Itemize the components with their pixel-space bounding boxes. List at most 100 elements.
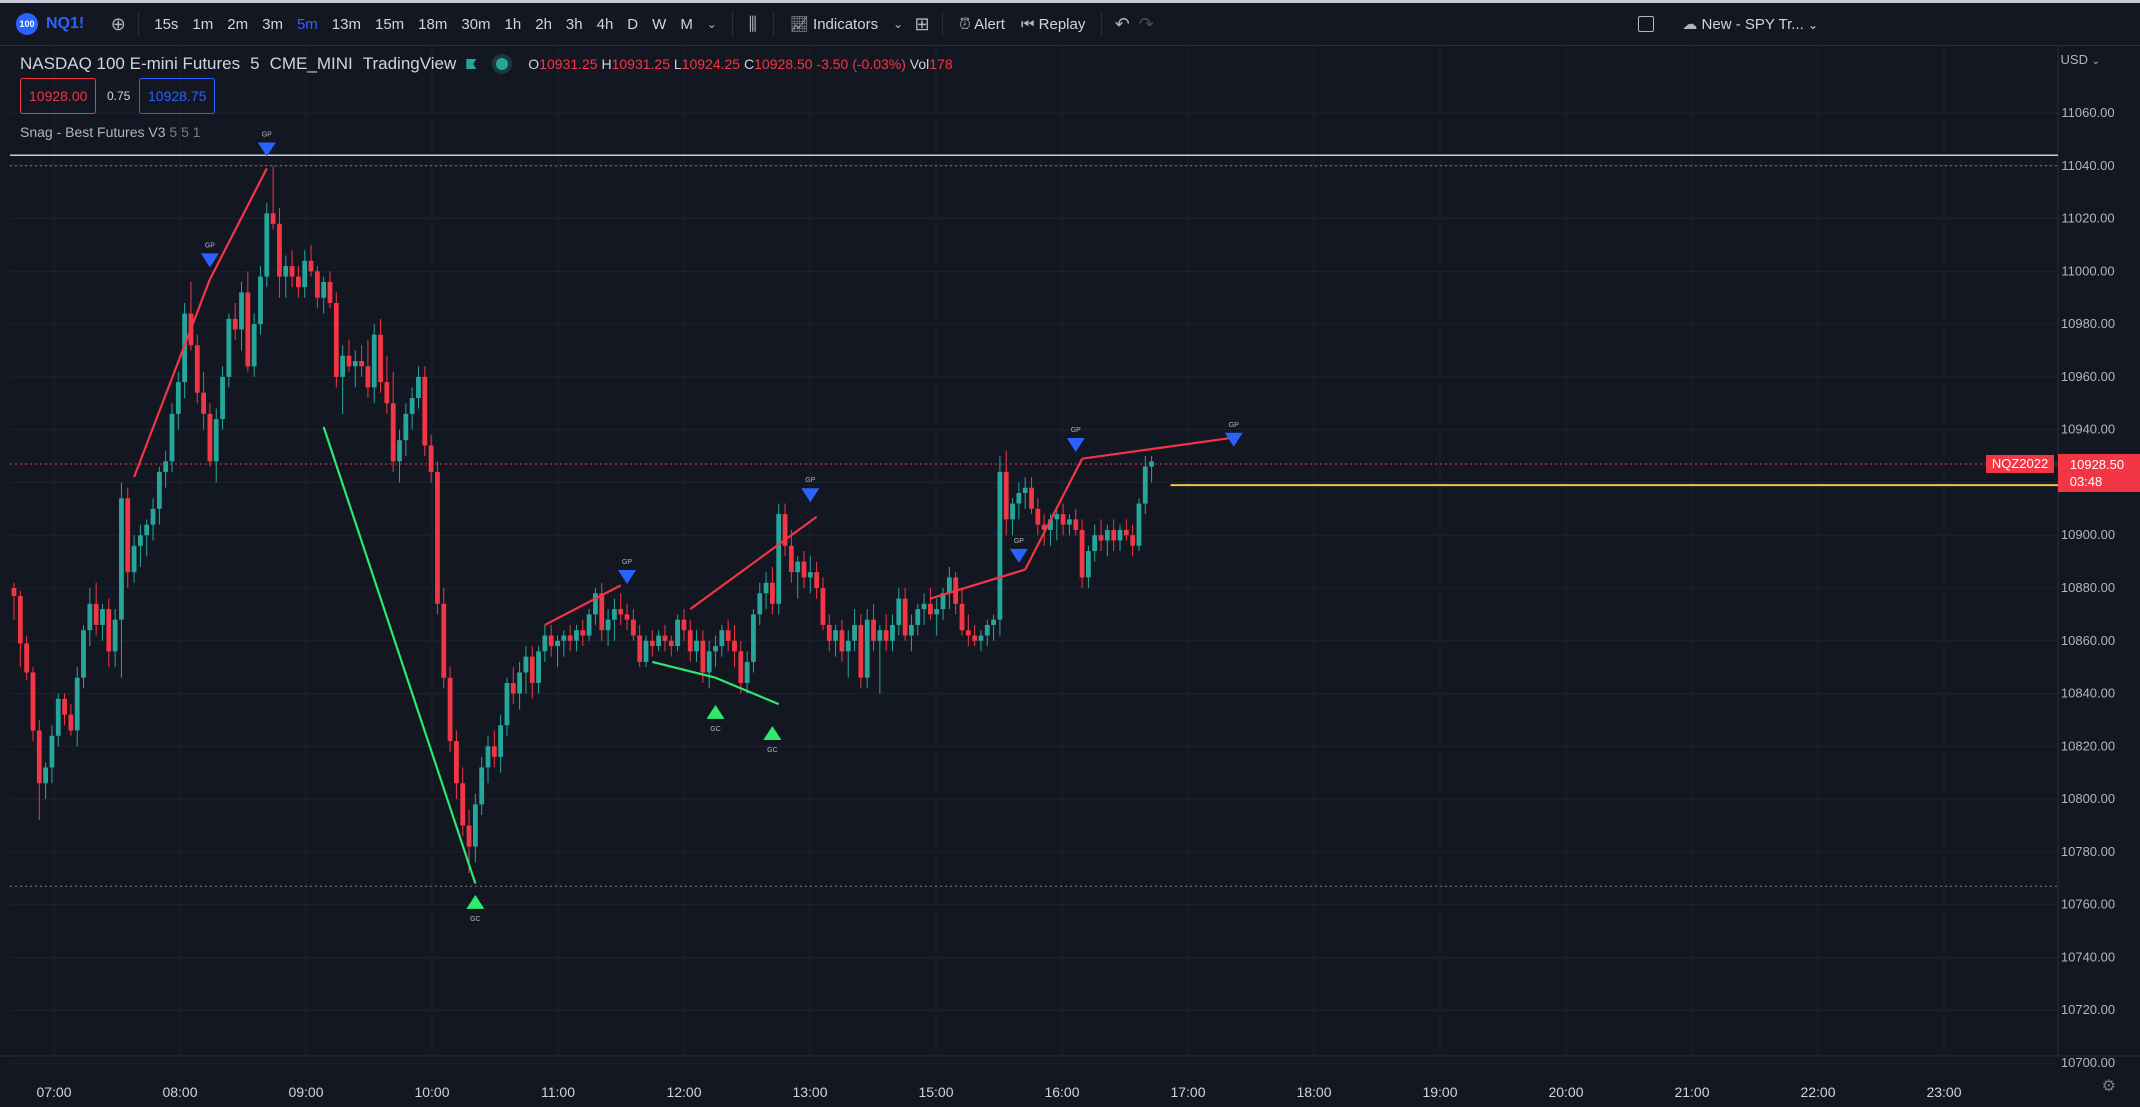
candle-body: [454, 741, 459, 784]
candle-body: [131, 545, 137, 573]
candle-body: [902, 598, 908, 636]
indicator-legend[interactable]: Snag - Best Futures V3 5 5 1: [20, 124, 201, 140]
interval-15m[interactable]: 15m: [374, 15, 405, 33]
candle-body: [940, 593, 946, 610]
market-status-icon[interactable]: [496, 58, 509, 70]
trend-line: [208, 167, 268, 280]
candle-body: [226, 318, 232, 377]
candle-body: [232, 318, 238, 330]
candle-body: [820, 588, 826, 625]
flag-icon[interactable]: [466, 59, 477, 69]
replay-button[interactable]: ⏮ Replay: [1013, 16, 1093, 33]
settings-gear-icon[interactable]: ⚙: [2101, 1078, 2116, 1095]
candle-body: [915, 609, 921, 625]
chart-area[interactable]: GP GP GC GP GC GC GP GP GP GP 11060.00 11040.00 110…: [0, 46, 2140, 1102]
candle-body: [397, 440, 402, 462]
trend-line: [930, 568, 1026, 600]
chevron-down-icon: ⌄: [2091, 56, 2100, 67]
interval-1h[interactable]: 1h: [504, 15, 522, 33]
currency-selector[interactable]: USD ⌄: [2061, 52, 2100, 67]
trend-line: [689, 515, 818, 610]
buy-price-button[interactable]: 10928.75: [139, 78, 216, 114]
alert-button[interactable]: ⏰︎ Alert: [951, 16, 1013, 33]
interval-13m[interactable]: 13m: [331, 15, 361, 33]
candle-body: [245, 292, 251, 367]
candle-body: [1149, 461, 1154, 467]
interval-3h[interactable]: 3h: [565, 15, 583, 33]
interval-15s[interactable]: 15s: [154, 15, 179, 33]
symbol-search[interactable]: 100 NQ1!: [16, 13, 84, 35]
candle-body: [826, 624, 832, 641]
candle-body: [277, 223, 282, 277]
interval-3m[interactable]: 3m: [262, 15, 283, 33]
candle-body: [1098, 535, 1104, 541]
candle-body: [371, 334, 377, 388]
symbol-ticker[interactable]: NQ1!: [46, 15, 85, 32]
sell-signal-icon: [801, 488, 820, 503]
time-tick-label: 08:00: [162, 1084, 197, 1100]
interval-2m[interactable]: 2m: [227, 15, 249, 33]
interval-5m[interactable]: 5m: [296, 15, 318, 33]
indicator-params: 5 5 1: [169, 124, 201, 140]
redo-icon[interactable]: ↷: [1138, 13, 1154, 34]
candle-body: [441, 603, 447, 678]
sell-signal-label: GP: [205, 242, 215, 249]
candle-body: [656, 635, 662, 647]
time-tick-label: 10:00: [414, 1084, 449, 1100]
interval-1m[interactable]: 1m: [192, 15, 214, 33]
currency-label: USD: [2060, 52, 2088, 67]
candle-body: [1035, 508, 1041, 525]
layout-menu[interactable]: ☁ New - SPY Tr... ⌄: [1674, 15, 1826, 33]
candle-body: [435, 471, 440, 604]
candle-body: [378, 334, 383, 383]
candle-body: [1136, 503, 1142, 546]
interval-M[interactable]: M: [680, 15, 693, 33]
layouts-grid-icon[interactable]: ⊞: [914, 13, 930, 34]
sell-signal-icon: [1009, 548, 1028, 563]
time-tick-label: 11:00: [541, 1084, 575, 1100]
price-tick-label: 10820.00: [2061, 738, 2115, 753]
chart-type-icon[interactable]: ⫼: [748, 13, 757, 34]
interval-dropdown-icon[interactable]: ⌄: [706, 17, 717, 31]
indicators-label: Indicators: [813, 16, 879, 33]
add-symbol-icon[interactable]: ⊕: [110, 13, 126, 34]
sell-signal-label: GP: [1071, 427, 1081, 434]
candle-body: [1073, 519, 1079, 530]
time-tick-label: 16:00: [1044, 1084, 1079, 1100]
candle-body: [346, 355, 352, 367]
sell-signal-label: GP: [1014, 538, 1024, 545]
interval-4h[interactable]: 4h: [596, 15, 614, 33]
candle-body: [30, 672, 36, 731]
undo-icon[interactable]: ↶: [1114, 13, 1130, 34]
candle-body: [763, 582, 769, 594]
sell-signal-label: GP: [805, 477, 815, 484]
candle-body: [548, 635, 554, 647]
candle-body: [1079, 529, 1085, 578]
candle-body: [883, 630, 889, 641]
top-toolbar: 100 NQ1! ⊕ 15s 1m 2m 3m 5m 13m 15m 18m 30m 1h 2h 3h…: [0, 0, 2140, 46]
interval-30m[interactable]: 30m: [461, 15, 491, 33]
price-tick-label: 10840.00: [2061, 686, 2115, 701]
candle-body: [814, 572, 820, 588]
candle-body: [144, 524, 150, 536]
legend-symbol-name[interactable]: NASDAQ 100 E-mini Futures: [20, 54, 241, 73]
candle-body: [1041, 524, 1047, 530]
candle-body: [1003, 471, 1009, 520]
sell-price-button[interactable]: 10928.00: [20, 78, 97, 114]
interval-W[interactable]: W: [652, 15, 667, 33]
candle-body: [984, 624, 990, 636]
price-tick-label: 10880.00: [2061, 580, 2115, 595]
interval-2h[interactable]: 2h: [535, 15, 552, 33]
candle-body: [460, 783, 466, 826]
candle-body: [580, 630, 586, 636]
candle-body: [877, 630, 883, 641]
interval-18m[interactable]: 18m: [418, 15, 448, 33]
indicators-dropdown-icon[interactable]: ⌄: [893, 17, 904, 31]
indicators-button[interactable]: 📈︎ Indicators: [782, 15, 886, 33]
interval-D[interactable]: D: [627, 15, 639, 33]
fullscreen-icon[interactable]: [1638, 16, 1655, 32]
countdown-label: 03:48: [2070, 474, 2103, 489]
candle-body: [201, 392, 206, 414]
price-tick-label: 10900.00: [2061, 527, 2115, 542]
